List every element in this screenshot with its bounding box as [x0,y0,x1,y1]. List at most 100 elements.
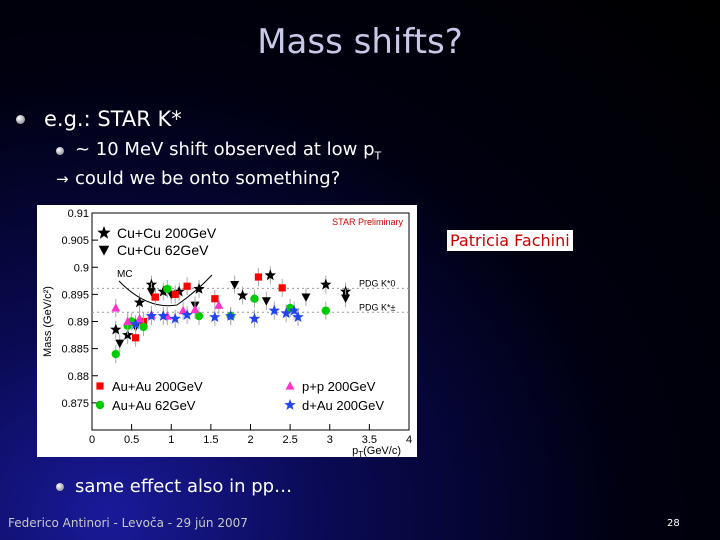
data-point [214,300,224,309]
data-point [278,284,286,292]
x-tick-label: 2.5 [282,434,297,446]
legend-label: Au+Au 62GeV [112,398,196,413]
data-point [194,311,204,321]
x-tick-label: 4 [406,434,412,446]
y-tick-label: 0.91 [68,208,89,220]
chart-svg: PDG K*0 PDG K*± 0 0.5 1 1.5 2 2.5 3 3.5 4 0.875 0.88… [42,208,412,459]
x-tick-label: 2 [247,434,253,446]
reference-line-label: PDG K*0 [359,278,396,288]
right-arrow-icon: → [56,169,69,188]
data-point [236,289,249,301]
sub-bullet-text: ~ 10 MeV shift observed at low pT [75,139,381,163]
data-point [146,288,156,297]
mc-annotation: MC [117,269,133,280]
data-point [139,322,148,332]
sub-bullet-item: ~ 10 MeV shift observed at low pT [56,139,381,163]
y-tick-label: 0.905 [61,235,89,247]
data-point [110,323,122,335]
author-label: Patricia Fachini [447,230,573,251]
footer-text: Federico Antinori - Levoča - 29 jún 2007 [8,516,248,530]
sub-bullet-item: → could we be onto something? [56,168,340,189]
legend-marker [285,381,295,390]
x-tick-label: 1 [168,434,174,446]
data-point [171,290,179,298]
sub-bullet-text: could we be onto something? [75,168,341,189]
x-tick-label: 0.5 [124,434,139,446]
data-point [135,313,145,323]
x-tick-label: 3 [327,434,333,446]
legend-label: Cu+Cu 62GeV [117,242,209,258]
bullet-dot-icon [56,482,64,491]
bullet-item: same effect also in pp… [56,476,292,497]
data-point [268,304,280,316]
y-tick-label: 0.885 [61,344,89,356]
data-point [264,269,276,281]
data-point [341,294,351,303]
reference-line-label: PDG K*± [359,302,396,312]
data-point [292,311,304,322]
data-point [123,316,133,326]
data-point [163,284,172,294]
y-tick-label: 0.875 [61,398,89,410]
data-point [250,294,259,303]
data-point [181,309,193,320]
data-point [133,296,146,308]
data-point [129,318,142,330]
data-point [111,349,120,359]
legend-label: d+Au 200GeV [302,398,384,413]
bullet-dot-icon [16,114,25,124]
legend-marker [95,400,105,410]
data-point [261,297,271,306]
data-point [288,304,300,316]
legend-marker [96,382,104,390]
bullet-item: e.g.: STAR K* [16,107,182,131]
data-point [173,285,185,297]
legend-label: Cu+Cu 200GeV [117,225,217,241]
data-point [193,282,205,294]
y-axis-label: Mass (GeV/c²) [42,286,54,357]
data-point [183,282,191,290]
data-point [131,334,140,342]
page-number: 28 [667,518,680,529]
data-point [111,303,121,312]
pt-subscript: T [374,149,382,163]
chart-title: STAR Preliminary [332,217,403,227]
data-point [178,305,188,315]
legend-marker [284,399,296,410]
sub-bullet-main: ~ 10 MeV shift observed at low p [75,139,375,160]
x-tick-label: 3.5 [362,434,377,446]
mass-shift-chart: PDG K*0 PDG K*± 0 0.5 1 1.5 2 2.5 3 3.5 4 0.875 0.88… [37,205,417,459]
data-point [151,293,159,301]
data-point [190,304,200,314]
data-point [230,281,240,290]
bullet-text: same effect also in pp… [75,476,293,497]
x-tick-label: 1.5 [203,434,218,446]
data-point [157,310,169,321]
data-point [209,311,221,322]
data-point [254,273,263,281]
data-point [225,310,237,321]
data-point [211,295,219,303]
legend-label: Au+Au 200GeV [112,379,203,394]
mc-curve [118,274,213,307]
bullet-dot-icon [56,146,64,155]
y-tick-label: 0.895 [61,289,89,301]
x-axis-label: pT(GeV/c) [352,445,401,457]
y-tick-label: 0.88 [68,371,89,383]
data-point [169,312,181,324]
legend-marker [97,226,111,239]
legend-label: p+p 200GeV [302,379,376,394]
bullet-text: e.g.: STAR K* [44,107,182,131]
data-point [248,312,261,324]
data-point [301,293,311,302]
data-point [321,306,330,315]
legend-marker [98,245,110,256]
data-point [280,307,292,319]
data-point [157,285,169,297]
x-tick-label: 0 [89,434,95,446]
data-point [115,339,125,348]
data-point [320,278,332,290]
data-point [145,310,158,321]
slide-title: Mass shifts? [257,22,463,62]
y-tick-label: 0.9 [74,262,89,274]
